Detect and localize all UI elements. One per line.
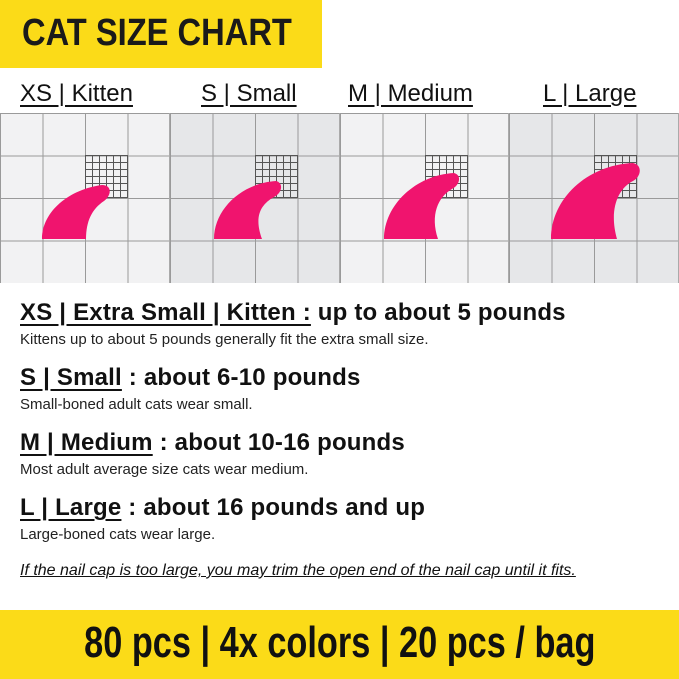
size-m-heading: M | Medium : about 10-16 pounds [20, 429, 405, 456]
size-s-heading: S | Small : about 6-10 pounds [20, 364, 361, 391]
size-l-description: Large-boned cats wear large. [20, 526, 216, 543]
trim-note: If the nail cap is too large, you may tr… [20, 562, 576, 579]
panel-xs [0, 113, 170, 283]
nail-cap-s-image [213, 181, 281, 239]
panel-l [509, 113, 679, 283]
panel-m [339, 113, 510, 283]
footer-banner [0, 610, 679, 679]
panel-s [169, 113, 340, 283]
nail-cap-m-image [383, 173, 459, 239]
title-banner [0, 0, 322, 68]
size-comparison-grid [0, 113, 679, 283]
size-l-heading: L | Large : about 16 pounds and up [20, 494, 426, 521]
size-m-description: Most adult average size cats wear medium… [20, 461, 309, 478]
nail-cap-xs-image [42, 185, 110, 239]
page-title: CAT SIZE CHART [22, 12, 292, 54]
size-label-l: L | Large [543, 80, 637, 107]
size-s-description: Small-boned adult cats wear small. [20, 396, 253, 413]
size-xs-description: Kittens up to about 5 pounds generally f… [20, 331, 429, 348]
size-label-s: S | Small [201, 80, 297, 107]
size-label-xs: XS | Kitten [20, 80, 133, 107]
size-xs-heading: XS | Extra Small | Kitten : up to about … [20, 299, 566, 326]
package-info: 80 pcs | 4x colors | 20 pcs / bag [83, 618, 596, 667]
size-label-m: M | Medium [348, 80, 473, 107]
nail-cap-l-image [551, 163, 641, 239]
